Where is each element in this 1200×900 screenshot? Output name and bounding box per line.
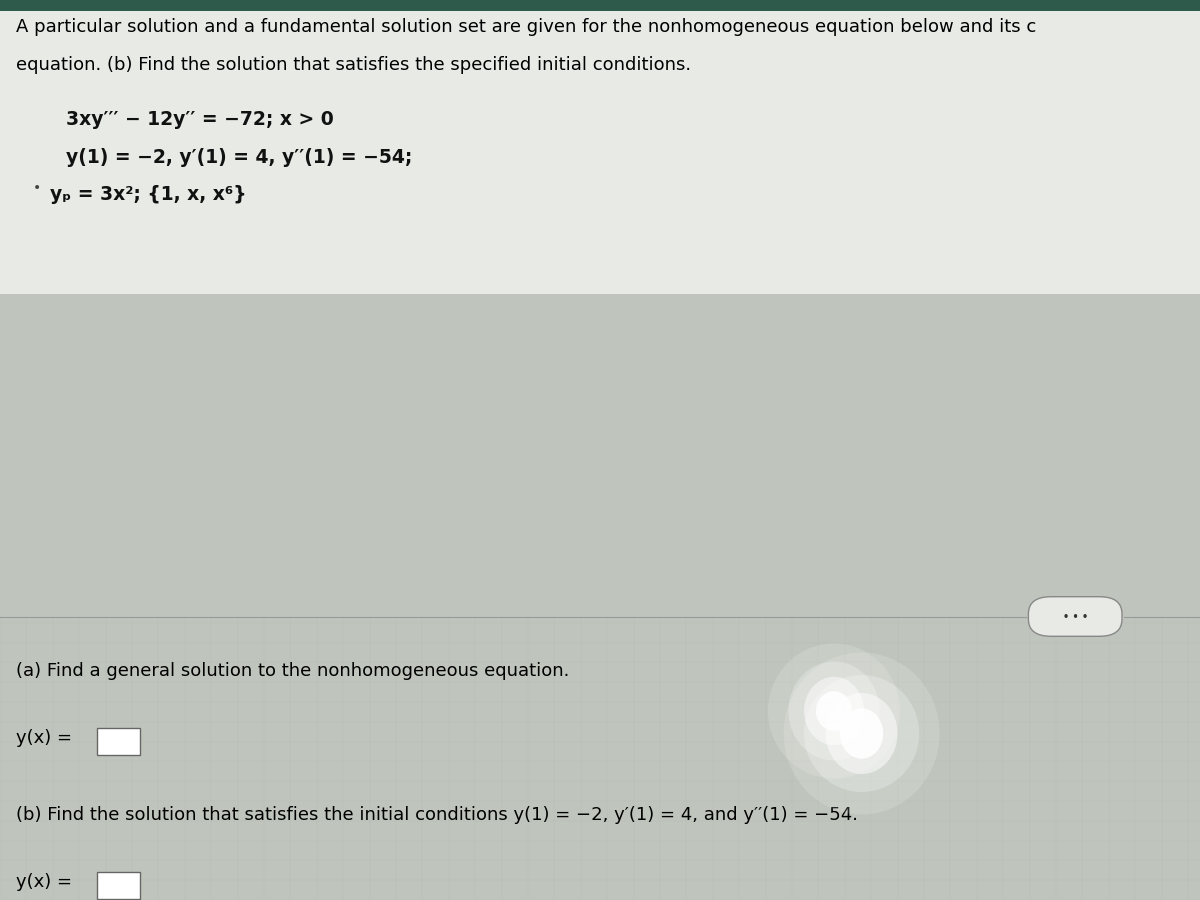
FancyBboxPatch shape (1028, 597, 1122, 636)
Ellipse shape (784, 652, 940, 814)
Text: equation. (b) Find the solution that satisfies the specified initial conditions.: equation. (b) Find the solution that sat… (16, 56, 691, 74)
Text: (a) Find a general solution to the nonhomogeneous equation.: (a) Find a general solution to the nonho… (16, 662, 569, 680)
Text: 3xy′′′ − 12y′′ = −72; x > 0: 3xy′′′ − 12y′′ = −72; x > 0 (66, 110, 334, 129)
Text: y(x) =: y(x) = (16, 873, 77, 891)
Ellipse shape (816, 691, 852, 731)
Text: y(1) = −2, y′(1) = 4, y′′(1) = −54;: y(1) = −2, y′(1) = 4, y′′(1) = −54; (66, 148, 413, 166)
Ellipse shape (826, 693, 898, 774)
Text: y(x) =: y(x) = (16, 729, 77, 747)
Ellipse shape (804, 677, 864, 745)
Text: • • •: • • • (1063, 611, 1087, 622)
Ellipse shape (788, 662, 880, 760)
Ellipse shape (804, 675, 919, 792)
Text: (b) Find the solution that satisfies the initial conditions y(1) = −2, y′(1) = 4: (b) Find the solution that satisfies the… (16, 806, 858, 824)
FancyBboxPatch shape (0, 11, 1200, 294)
Text: •: • (32, 181, 41, 195)
FancyBboxPatch shape (0, 0, 1200, 11)
Ellipse shape (768, 644, 900, 778)
FancyBboxPatch shape (97, 872, 140, 899)
Text: A particular solution and a fundamental solution set are given for the nonhomoge: A particular solution and a fundamental … (16, 18, 1036, 36)
Text: yₚ = 3x²; {1, x, x⁶}: yₚ = 3x²; {1, x, x⁶} (50, 185, 247, 204)
FancyBboxPatch shape (97, 728, 140, 755)
Ellipse shape (840, 708, 883, 759)
